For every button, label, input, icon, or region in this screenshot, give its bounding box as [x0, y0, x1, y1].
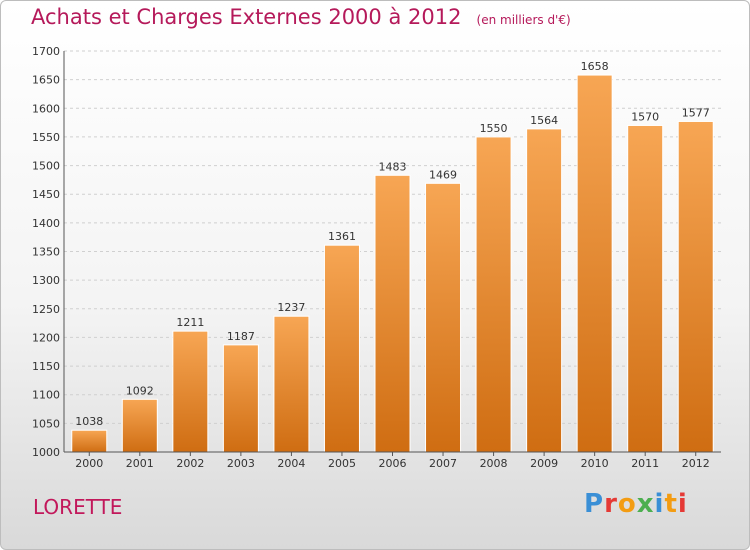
x-tick-label: 2010 — [581, 457, 609, 470]
bar — [323, 244, 360, 453]
y-tick-label: 1500 — [32, 160, 60, 173]
y-tick-label: 1450 — [32, 188, 60, 201]
data-label: 1658 — [581, 60, 609, 73]
bar — [677, 120, 714, 453]
y-tick-label: 1250 — [32, 303, 60, 316]
y-tick-label: 1700 — [32, 45, 60, 58]
data-label: 1092 — [126, 384, 154, 397]
data-label: 1187 — [227, 330, 255, 343]
bar — [627, 124, 664, 453]
data-label: 1211 — [176, 316, 204, 329]
proxiti-logo[interactable]: Proxiti — [584, 489, 688, 519]
bar — [374, 174, 411, 453]
logo-letter: i — [677, 489, 688, 519]
data-label: 1237 — [277, 301, 305, 314]
bar — [576, 74, 613, 453]
bar — [172, 330, 209, 453]
data-label: 1550 — [480, 122, 508, 135]
logo-letter: o — [617, 489, 637, 519]
commune-name: LORETTE — [33, 495, 123, 519]
chart-unit: (en milliers d'€) — [476, 13, 571, 27]
y-tick-label: 1550 — [32, 131, 60, 144]
data-label: 1564 — [530, 114, 558, 127]
y-tick-label: 1300 — [32, 274, 60, 287]
bar — [222, 344, 259, 453]
data-label: 1483 — [379, 160, 407, 173]
y-tick-label: 1650 — [32, 74, 60, 87]
x-tick-label: 2011 — [631, 457, 659, 470]
data-label: 1577 — [682, 106, 710, 119]
chart-title: Achats et Charges Externes 2000 à 2012 (… — [31, 5, 571, 29]
bar — [121, 398, 158, 453]
bar — [273, 315, 310, 453]
data-label: 1361 — [328, 230, 356, 243]
y-tick-label: 1200 — [32, 331, 60, 344]
y-tick-label: 1600 — [32, 102, 60, 115]
logo-letter: t — [664, 489, 678, 519]
x-tick-label: 2008 — [480, 457, 508, 470]
data-label: 1570 — [631, 110, 659, 123]
x-tick-label: 2009 — [530, 457, 558, 470]
data-label: 1038 — [75, 415, 103, 428]
x-tick-label: 2001 — [126, 457, 154, 470]
y-tick-label: 1050 — [32, 417, 60, 430]
data-label: 1469 — [429, 168, 457, 181]
bar — [425, 182, 462, 453]
chart-title-main: Achats et Charges Externes 2000 à 2012 — [31, 5, 462, 29]
x-tick-label: 2006 — [379, 457, 407, 470]
bar — [526, 128, 563, 453]
logo-letter: r — [604, 489, 618, 519]
y-tick-label: 1150 — [32, 360, 60, 373]
x-tick-label: 2000 — [75, 457, 103, 470]
logo-letter: P — [584, 489, 605, 519]
y-tick-label: 1100 — [32, 389, 60, 402]
y-tick-label: 1400 — [32, 217, 60, 230]
logo-letter: i — [654, 489, 665, 519]
bar — [71, 429, 108, 453]
x-tick-label: 2007 — [429, 457, 457, 470]
x-tick-label: 2005 — [328, 457, 356, 470]
x-tick-label: 2002 — [176, 457, 204, 470]
y-tick-label: 1350 — [32, 246, 60, 259]
x-tick-label: 2012 — [682, 457, 710, 470]
x-tick-label: 2003 — [227, 457, 255, 470]
logo-letter: x — [636, 489, 655, 519]
x-tick-label: 2004 — [277, 457, 305, 470]
y-tick-label: 1000 — [32, 446, 60, 459]
bar — [475, 136, 512, 453]
